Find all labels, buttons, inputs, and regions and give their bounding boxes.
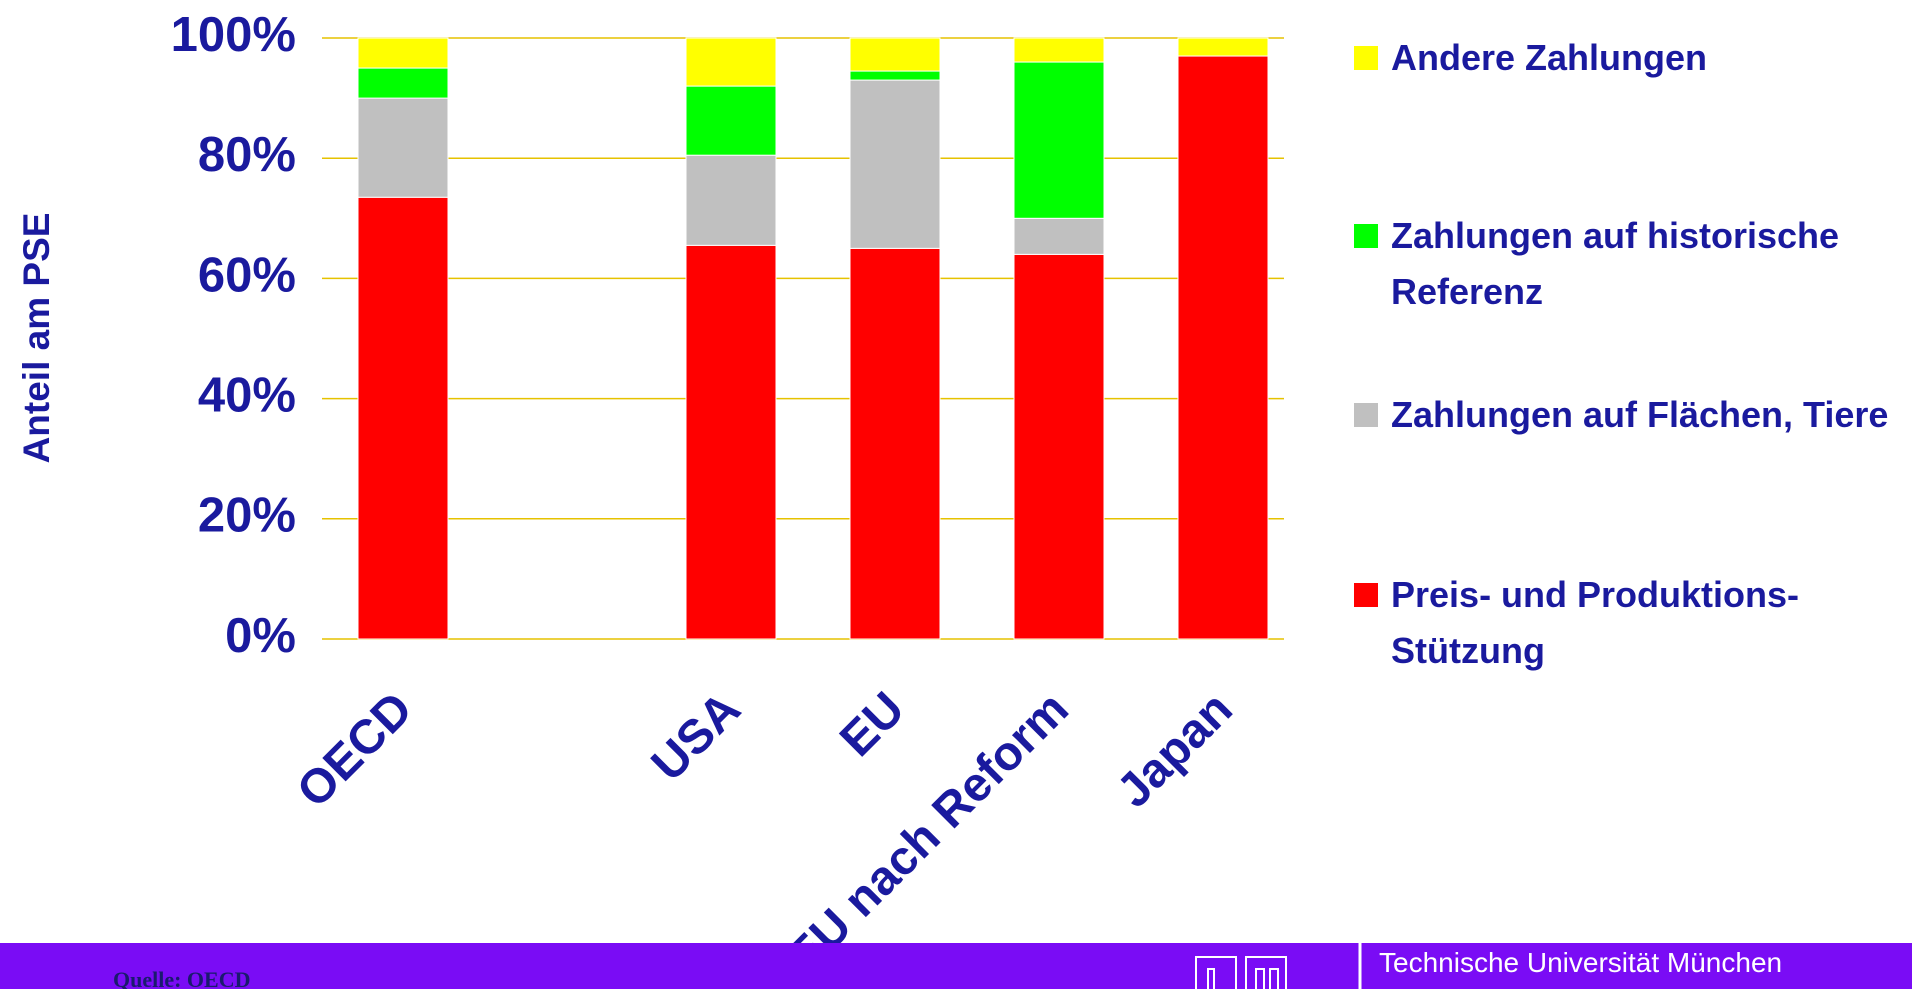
y-tick-label: 40% — [198, 369, 296, 423]
y-tick-label: 20% — [198, 489, 296, 543]
y-tick-label: 80% — [198, 128, 296, 182]
bar-segment — [357, 196, 449, 640]
bar-segment — [849, 247, 941, 640]
institution: Technische Universität München — [1379, 947, 1783, 978]
x-tick-label: EU — [830, 682, 915, 767]
x-tick-label: OECD — [287, 682, 423, 818]
y-tick-label: 0% — [225, 609, 296, 663]
bar-segment — [357, 67, 449, 99]
legend-swatch — [1354, 46, 1378, 70]
bar-segment — [685, 154, 777, 246]
bar-segment — [1177, 37, 1269, 57]
logo — [1195, 943, 1362, 989]
bar-segment — [357, 97, 449, 198]
legend-label: Zahlungen auf Flächen, Tiere — [1391, 394, 1889, 435]
y-tick-label: 100% — [171, 8, 296, 62]
bar-segment — [1013, 61, 1105, 219]
legend-swatch — [1354, 583, 1378, 607]
chart: Anteil am PSE 0%20%40%60%80%100%OECD USA E… — [16, 8, 1284, 943]
y-tick-label: 60% — [198, 248, 296, 302]
x-tick-label: USA — [642, 682, 751, 791]
bar-segment — [685, 37, 777, 87]
bar-segment — [1013, 217, 1105, 255]
legend-swatch — [1354, 403, 1378, 427]
x-tick-label: EU nach Reform — [777, 682, 1079, 943]
bar-segment — [849, 70, 941, 81]
legend-swatch — [1354, 224, 1378, 248]
bar-segment — [1177, 55, 1269, 640]
legend-label: Andere Zahlungen — [1391, 37, 1708, 78]
x-tick-label: Japan — [1107, 682, 1243, 818]
bar-segment — [849, 37, 941, 72]
y-axis-title: Anteil am PSE — [16, 213, 57, 464]
bar-segment — [685, 244, 777, 640]
bar-segment — [685, 85, 777, 156]
bar-segment — [1013, 253, 1105, 640]
legend-label: Zahlungen auf historische Referenz — [1391, 215, 1840, 312]
footer: Quelle: OECD Technische Universität Münc… — [0, 943, 1912, 989]
bar-segment — [1013, 37, 1105, 63]
bar-segment — [849, 79, 941, 249]
source-note: Quelle: OECD — [113, 967, 251, 989]
bar-segment — [357, 37, 449, 69]
legend-label: Preis- und Produktions-Stützung — [1391, 574, 1800, 671]
